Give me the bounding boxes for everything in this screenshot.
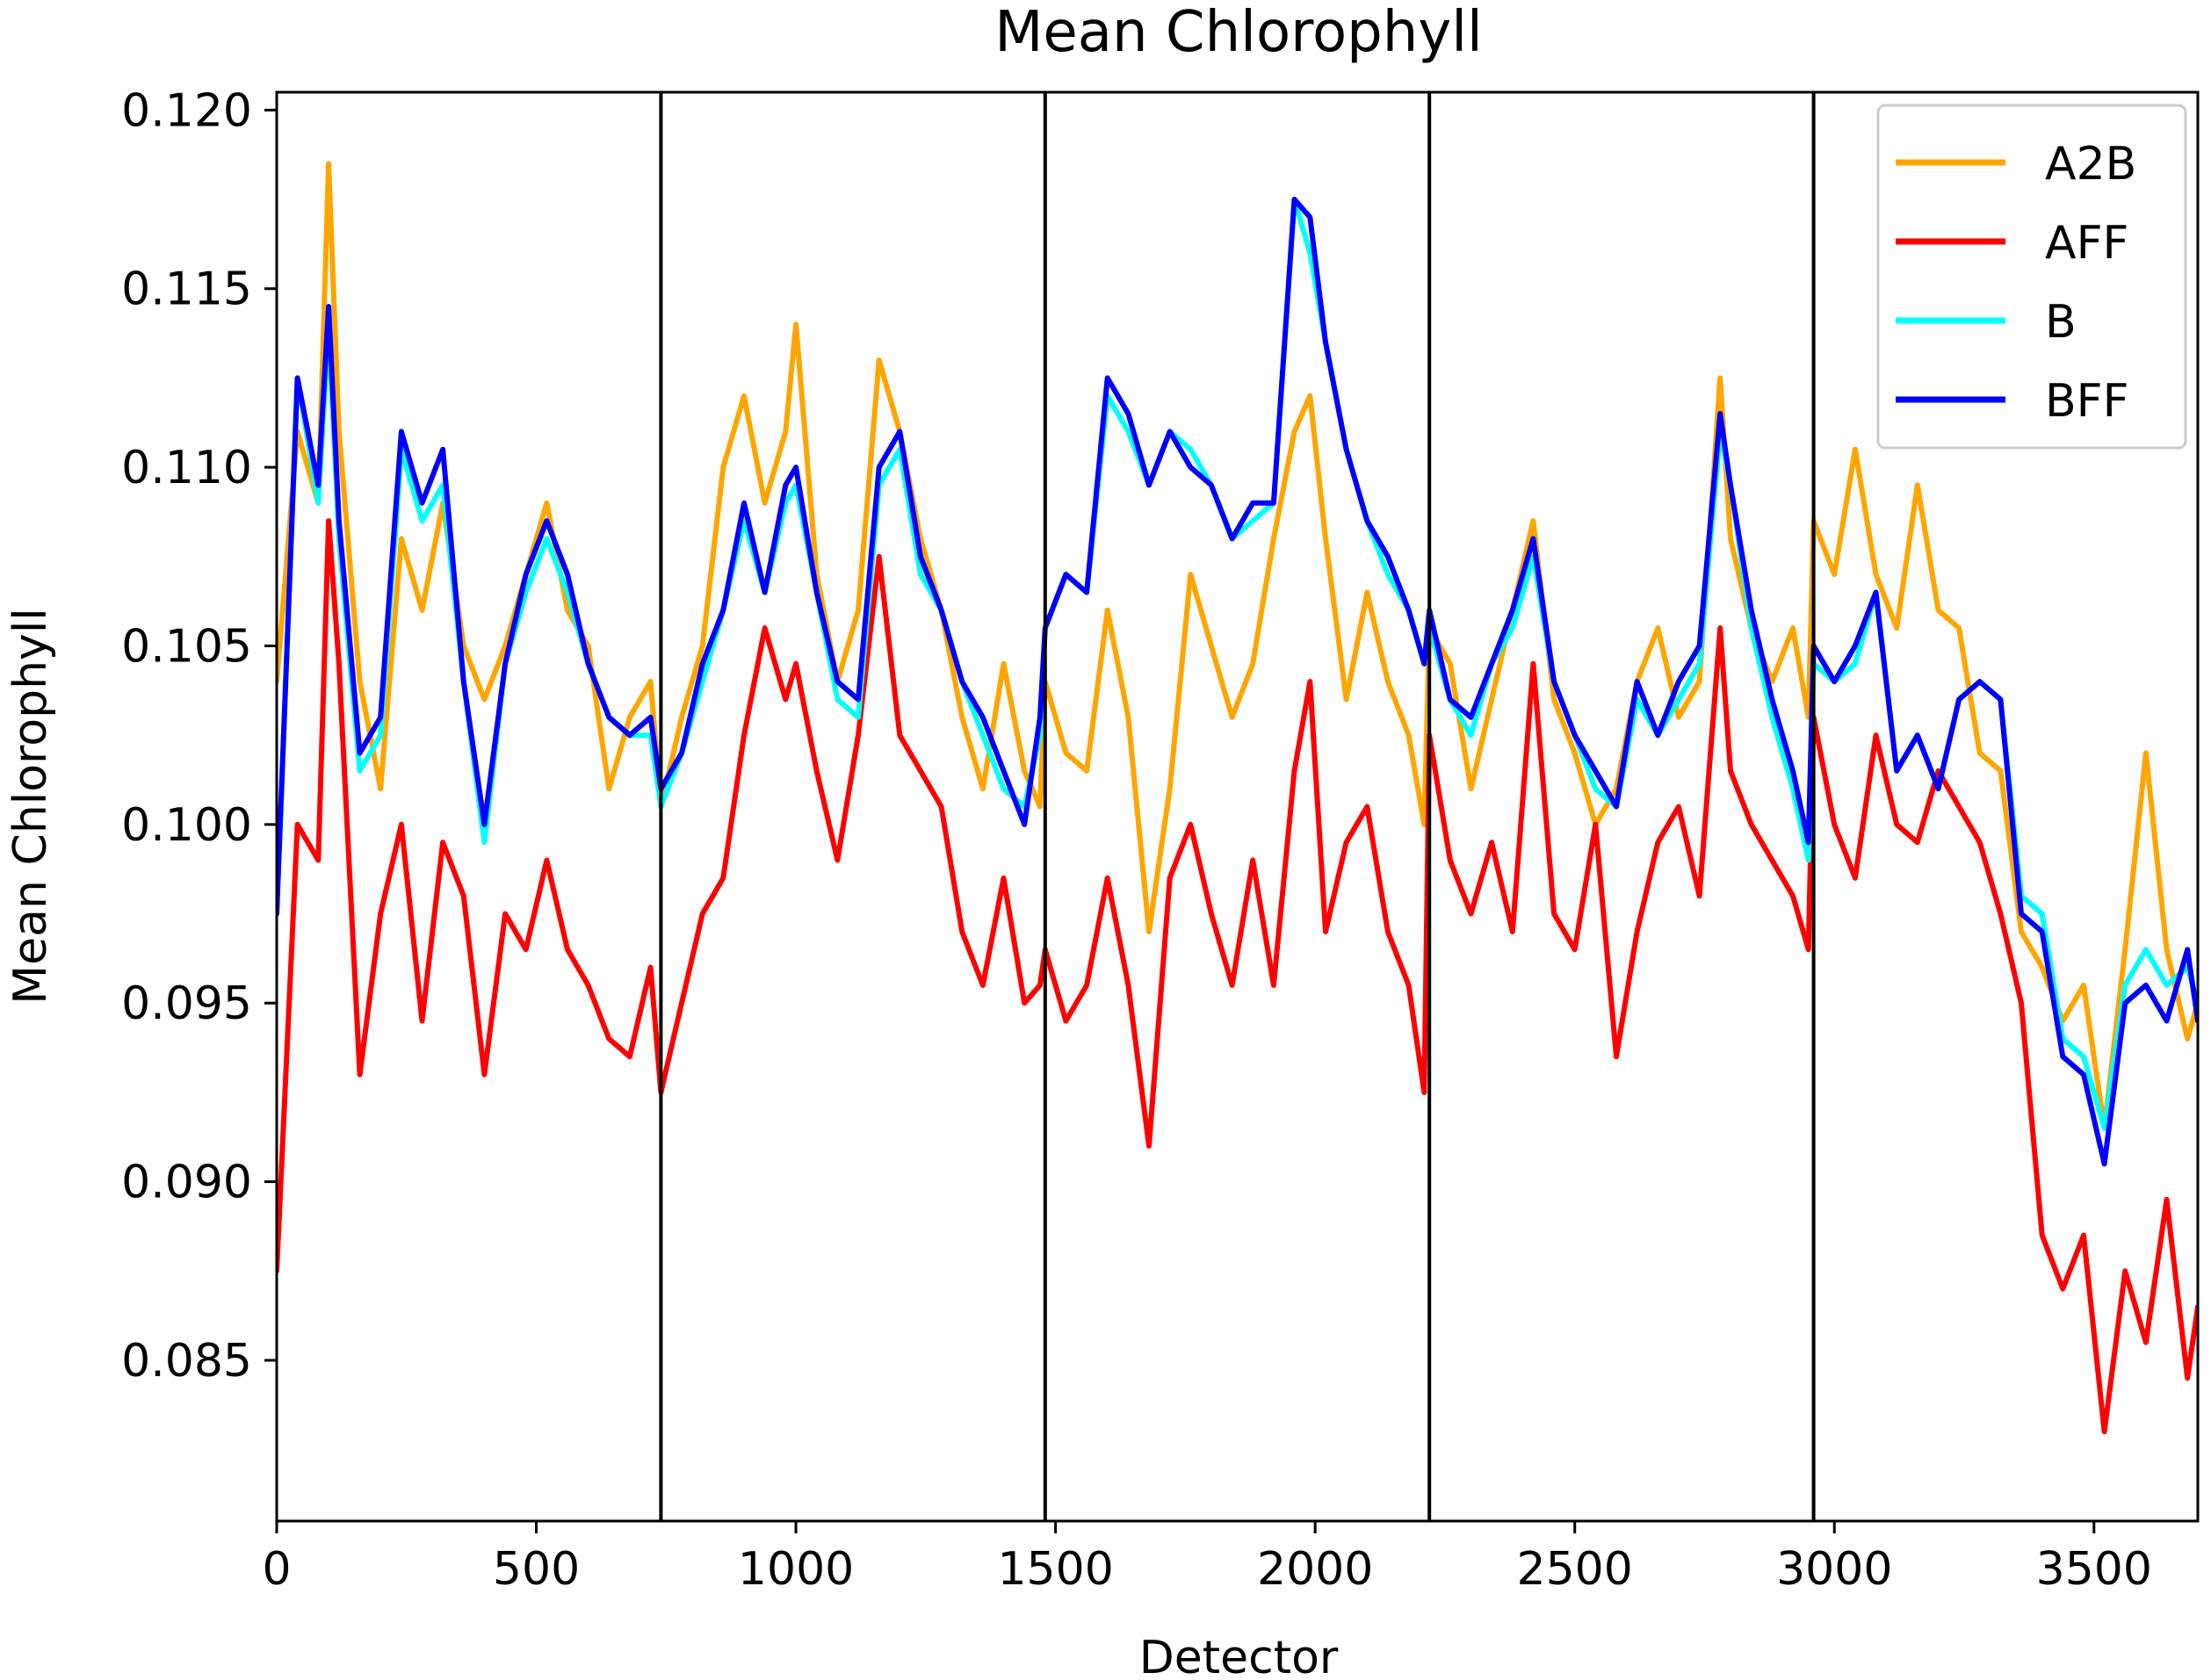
y-tick-label: 0.090 (121, 1157, 252, 1209)
y-tick-label: 0.095 (121, 977, 252, 1030)
y-tick-label: 0.115 (121, 263, 252, 316)
x-tick-label: 3000 (1776, 1543, 1892, 1596)
series-layer (277, 161, 2198, 1435)
x-tick-label: 2500 (1517, 1543, 1633, 1596)
y-tick-label: 0.120 (121, 84, 252, 137)
legend-box (1876, 104, 2187, 450)
x-tick-label: 500 (493, 1543, 580, 1596)
x-tick-label: 1000 (738, 1543, 854, 1596)
legend: A2B AFF B BFF (1876, 104, 2187, 450)
series-line-aff (277, 518, 2198, 1435)
plot-area (275, 90, 2200, 1523)
y-tick-label: 0.110 (121, 442, 252, 494)
legend-label-a2b: A2B (2045, 138, 2136, 191)
y-tick-label: 0.085 (121, 1335, 252, 1388)
x-axis: 0 500 1000 1500 2000 2500 3000 3500 (262, 1521, 2152, 1596)
y-tick-label: 0.105 (121, 620, 252, 673)
x-tick-label: 2000 (1257, 1543, 1373, 1596)
legend-label-aff: AFF (2045, 217, 2128, 270)
x-axis-label: Detector (1139, 1632, 1339, 1680)
series-line-a2b (277, 161, 2198, 1131)
x-tick-label: 1500 (997, 1543, 1113, 1596)
y-axis: 0.085 0.090 0.095 0.100 0.105 0.110 0.115 0.120 (121, 84, 277, 1388)
series-line-bff (277, 197, 2198, 1167)
chart-title: Mean Chlorophyll (994, 0, 1483, 65)
legend-label-bff: BFF (2045, 375, 2129, 428)
plot-frame (275, 90, 2200, 1523)
segment-divider-lines (659, 92, 1816, 1521)
y-tick-label: 0.100 (121, 799, 252, 852)
x-tick-label: 0 (262, 1543, 291, 1596)
legend-label-b: B (2045, 296, 2077, 349)
y-axis-label: Mean Chlorophyll (4, 608, 57, 1004)
x-tick-label: 3500 (2036, 1543, 2152, 1596)
